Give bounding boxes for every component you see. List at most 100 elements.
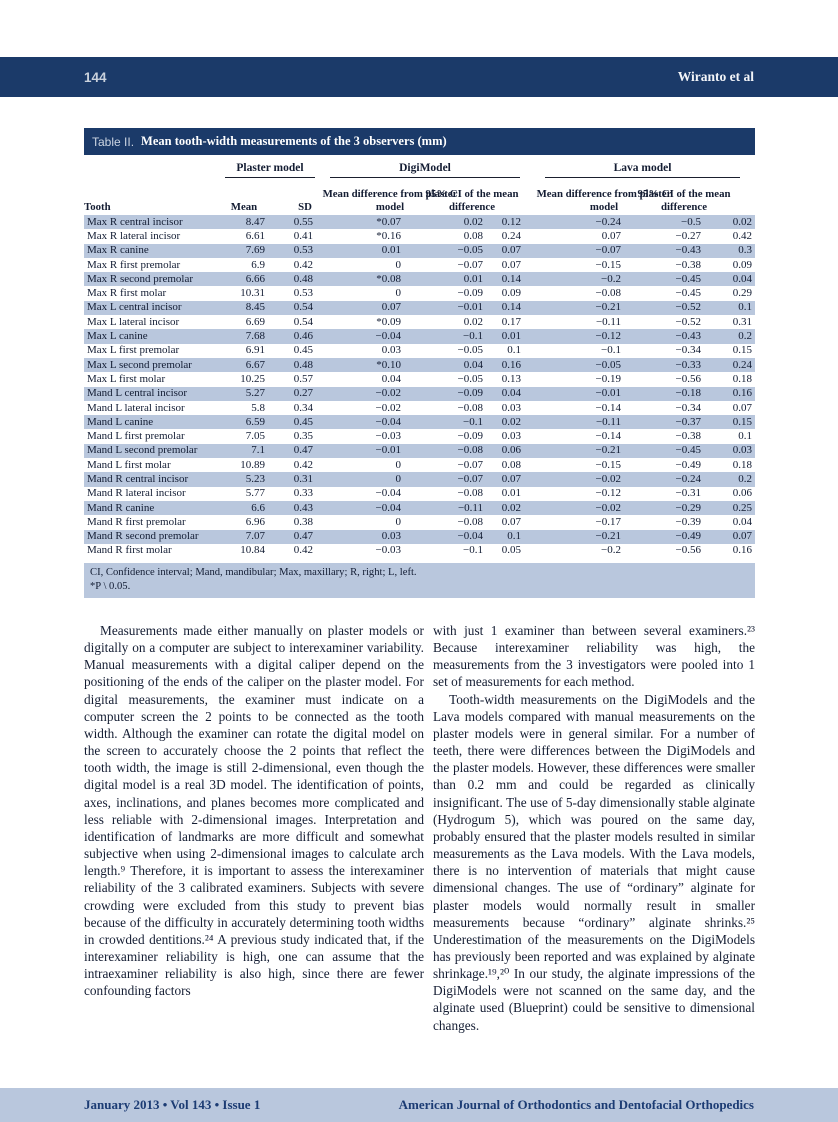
table-row: Mand R lateral incisor 5.77 0.33 −0.04 −0.08…: [84, 487, 755, 501]
table-body: Max R central incisor 8.47 0.55 *0.07 0.02 0.…: [84, 215, 755, 558]
tooth-cell: Mand L first molar: [87, 458, 171, 471]
value-cell: −0.24: [595, 215, 621, 228]
value-cell: 6.6: [251, 501, 265, 514]
table-2: Table II. Mean tooth-width measurements …: [84, 128, 755, 599]
tooth-cell: Mand L canine: [87, 415, 154, 428]
group-header-digimodel: DigiModel: [330, 162, 520, 178]
tooth-cell: Mand R lateral incisor: [87, 487, 186, 500]
value-cell: 0.12: [501, 215, 521, 228]
value-cell: 6.67: [245, 358, 265, 371]
table-row: Mand L second premolar 7.1 0.47 −0.01 −0.08 0…: [84, 443, 755, 459]
value-cell: 0.03: [501, 401, 521, 414]
value-cell: 0.57: [293, 372, 313, 385]
value-cell: 0.55: [293, 215, 313, 228]
value-cell: 0.07: [732, 530, 752, 543]
value-cell: 0.03: [501, 430, 521, 443]
paragraph: with just 1 examiner than between severa…: [433, 623, 755, 690]
value-cell: −0.49: [675, 530, 701, 543]
footnote-significance: *P \ 0.05.: [90, 581, 131, 593]
value-cell: 0.03: [732, 444, 752, 457]
value-cell: −0.07: [457, 472, 483, 485]
value-cell: −0.56: [675, 544, 701, 557]
value-cell: −0.45: [675, 444, 701, 457]
value-cell: 0.1: [507, 344, 521, 357]
value-cell: 0.03: [381, 344, 401, 357]
table-row: Mand L first premolar 7.05 0.35 −0.03 −0.09 0…: [84, 429, 755, 443]
value-cell: −0.49: [675, 458, 701, 471]
value-cell: 0.14: [501, 272, 521, 285]
value-cell: 0.02: [463, 215, 483, 228]
table-label: Table II.: [92, 134, 135, 149]
value-cell: 0.18: [732, 458, 752, 471]
value-cell: 0: [395, 287, 402, 300]
table-row: Mand R central incisor 5.23 0.31 0 −0.07 0.07…: [84, 472, 755, 487]
value-cell: −0.52: [675, 301, 701, 314]
value-cell: −0.09: [457, 387, 483, 400]
value-cell: 0.1: [738, 301, 752, 314]
body-text: Measurements made either manually on pla…: [84, 622, 755, 1034]
table-row: Mand R second premolar 7.07 0.47 0.03 −0.04 0…: [84, 529, 755, 544]
tooth-cell: Max L lateral incisor: [87, 315, 180, 328]
value-cell: 0.07: [501, 244, 521, 257]
value-cell: −0.04: [375, 415, 401, 428]
value-cell: 0.02: [463, 315, 483, 328]
value-cell: −0.04: [457, 530, 483, 543]
value-cell: 0.07: [501, 258, 521, 271]
value-cell: −0.1: [463, 415, 483, 428]
value-cell: −0.09: [457, 287, 483, 300]
value-cell: −0.11: [457, 501, 483, 514]
table-row: Mand L canine 6.59 0.45 −0.04 −0.1 0.02 −0.11 −…: [84, 415, 755, 430]
value-cell: 7.05: [245, 430, 265, 443]
value-cell: 0.07: [501, 472, 521, 485]
value-cell: −0.1: [463, 544, 483, 557]
value-cell: 0.35: [293, 430, 313, 443]
table-row: Max L first premolar 6.91 0.45 0.03 −0.05 0.1…: [84, 344, 755, 358]
column-header-lava-mean-difference: Mean difference from plaster model: [536, 188, 672, 213]
footnote-abbreviations: CI, Confidence interval; Mand, mandibula…: [90, 567, 417, 579]
table-row: Max L central incisor 8.45 0.54 0.07 −0.01 0.…: [84, 300, 755, 316]
value-cell: 0: [395, 258, 402, 271]
value-cell: −0.05: [457, 372, 483, 385]
column-header-tooth: Tooth: [84, 200, 111, 213]
value-cell: 7.07: [245, 530, 265, 543]
table-title-bar: Table II. Mean tooth-width measurements …: [84, 128, 755, 155]
value-cell: 5.77: [245, 487, 265, 500]
value-cell: 0.27: [293, 387, 313, 400]
measurements-table: Max R central incisor 8.47 0.55 *0.07 0.02 0.…: [84, 215, 755, 558]
value-cell: 10.25: [240, 372, 265, 385]
value-cell: 7.1: [251, 444, 265, 457]
value-cell: *0.16: [376, 229, 401, 242]
value-cell: 0.54: [293, 301, 313, 314]
value-cell: 0: [395, 515, 402, 528]
value-cell: 0.09: [732, 258, 752, 271]
table-row: Mand L first molar 10.89 0.42 0 −0.07 0.08 −0.…: [84, 458, 755, 472]
value-cell: 0.08: [463, 229, 483, 242]
value-cell: 0.17: [501, 315, 521, 328]
value-cell: −0.03: [375, 544, 401, 557]
table-row: Max L second premolar 6.67 0.48 *0.10 0.04 0.…: [84, 357, 755, 373]
tooth-cell: Max R central incisor: [87, 215, 183, 228]
value-cell: −0.29: [675, 501, 701, 514]
value-cell: −0.15: [595, 258, 621, 271]
value-cell: 0.01: [501, 487, 521, 500]
value-cell: 0.16: [732, 544, 752, 557]
value-cell: 0.02: [501, 501, 521, 514]
value-cell: −0.09: [457, 430, 483, 443]
table-row: Mand R first molar 10.84 0.42 −0.03 −0.1 0.05…: [84, 544, 755, 558]
value-cell: −0.08: [457, 444, 483, 457]
column-header-sd: SD: [298, 200, 312, 213]
value-cell: 0.15: [732, 415, 752, 428]
column-header-digimodel-mean-difference: Mean difference from plaster model: [322, 188, 458, 213]
group-header-lava-model: Lava model: [545, 162, 740, 178]
value-cell: −0.05: [457, 244, 483, 257]
value-cell: 0.06: [501, 444, 521, 457]
value-cell: −0.05: [595, 358, 621, 371]
text-column-right: with just 1 examiner than between severa…: [433, 622, 755, 1034]
value-cell: *0.07: [376, 215, 401, 228]
value-cell: −0.43: [675, 244, 701, 257]
value-cell: −0.02: [375, 387, 401, 400]
paragraph: Measurements made either manually on pla…: [84, 623, 424, 999]
value-cell: 0.04: [463, 358, 483, 371]
value-cell: −0.34: [675, 401, 701, 414]
value-cell: 0.3: [738, 244, 752, 257]
